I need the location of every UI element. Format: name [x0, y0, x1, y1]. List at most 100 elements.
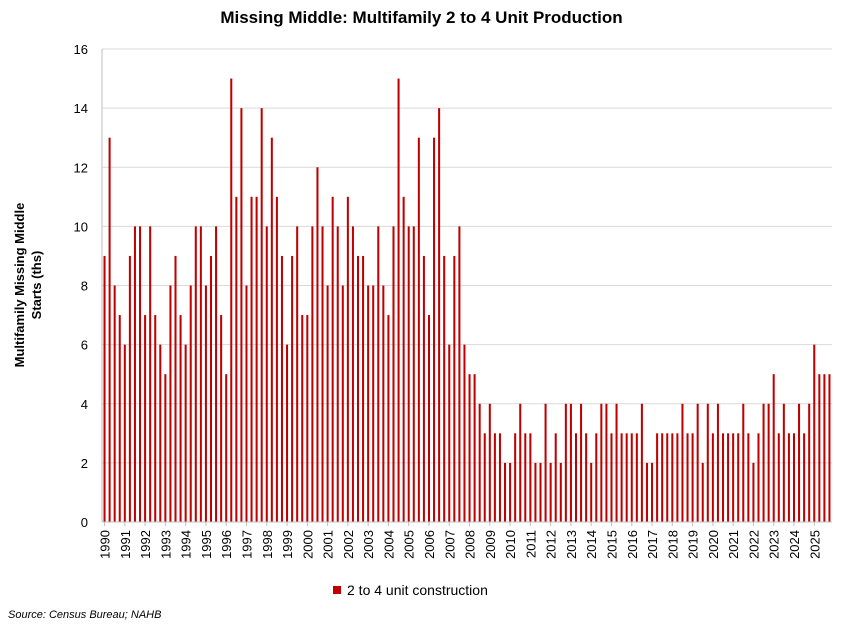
bar	[808, 403, 811, 522]
bar	[645, 462, 648, 523]
bar	[133, 226, 136, 523]
bar	[514, 433, 517, 522]
x-tick-label: 1995	[199, 530, 214, 559]
bar	[676, 433, 679, 522]
bar	[661, 433, 664, 522]
bar	[321, 226, 324, 523]
bar	[139, 226, 142, 523]
bar	[742, 403, 745, 522]
axes	[101, 49, 832, 526]
bar	[204, 285, 207, 522]
bar	[590, 462, 593, 523]
y-tick-label: 4	[81, 397, 88, 412]
bar	[762, 403, 765, 522]
bar	[463, 344, 466, 523]
bar	[620, 433, 623, 522]
y-tick-label: 10	[74, 219, 88, 234]
bar	[767, 403, 770, 522]
bar	[478, 403, 481, 522]
bar	[691, 433, 694, 522]
bar	[443, 255, 446, 522]
x-tick-label: 1994	[179, 530, 194, 559]
bar	[813, 344, 816, 523]
bar	[605, 403, 608, 522]
bar	[585, 433, 588, 522]
bar	[407, 226, 410, 523]
bar	[580, 403, 583, 522]
x-tick-label: 2016	[625, 530, 640, 559]
bar	[377, 226, 380, 523]
bar	[235, 196, 238, 522]
bar	[757, 433, 760, 522]
bar	[179, 315, 182, 522]
bar	[154, 315, 157, 522]
bar	[483, 433, 486, 522]
bar	[559, 462, 562, 523]
bar	[326, 285, 329, 522]
x-tick-label: 2018	[665, 530, 680, 559]
bar	[727, 433, 730, 522]
y-tick-label: 12	[74, 160, 88, 175]
x-tick-label: 2019	[686, 530, 701, 559]
bar	[199, 226, 202, 523]
bar	[640, 403, 643, 522]
bar	[498, 433, 501, 522]
bar	[716, 403, 719, 522]
x-tick-label: 2021	[726, 530, 741, 559]
legend: 2 to 4 unit construction	[333, 582, 488, 598]
bar	[225, 374, 228, 522]
bar	[752, 462, 755, 523]
bar	[539, 462, 542, 523]
bar	[782, 403, 785, 522]
y-tick-label: 16	[74, 42, 88, 57]
x-tick-label: 2006	[422, 530, 437, 559]
bar	[433, 137, 436, 522]
bar	[701, 462, 704, 523]
bar	[311, 226, 314, 523]
source-note: Source: Census Bureau; NAHB	[8, 609, 162, 621]
bar	[164, 374, 167, 522]
bar	[828, 374, 831, 522]
bar	[569, 403, 572, 522]
x-tick-label: 2011	[523, 530, 538, 558]
x-tick-label: 2005	[402, 530, 417, 559]
bar	[549, 462, 552, 523]
bar	[103, 255, 106, 522]
bar	[777, 433, 780, 522]
legend-swatch	[333, 586, 341, 594]
bar	[635, 433, 638, 522]
bar	[346, 196, 349, 522]
bar	[184, 344, 187, 523]
bar	[280, 255, 283, 522]
bar	[367, 285, 370, 522]
x-tick-label: 2003	[361, 530, 376, 559]
bar	[123, 344, 126, 523]
bar	[529, 433, 532, 522]
bar	[194, 226, 197, 523]
bar	[681, 403, 684, 522]
bar	[792, 433, 795, 522]
bar	[144, 315, 147, 522]
bar	[625, 433, 628, 522]
bar	[747, 433, 750, 522]
bar	[265, 226, 268, 523]
y-axis-label-line: Starts (ths)	[29, 251, 44, 320]
bar	[564, 403, 567, 522]
bar	[351, 226, 354, 523]
bar	[174, 255, 177, 522]
bar	[270, 137, 273, 522]
x-tick-label: 1998	[260, 530, 275, 559]
x-tick-label: 2000	[300, 530, 315, 559]
bar	[737, 433, 740, 522]
gridlines	[102, 48, 832, 464]
bar	[772, 374, 775, 522]
bar	[488, 403, 491, 522]
bar	[128, 255, 131, 522]
x-tick-label: 2007	[442, 530, 457, 559]
bar	[554, 433, 557, 522]
bar	[336, 226, 339, 523]
x-tick-labels: 1990 1991 1992 1993 1994 1995 1996 1997 1998 1999…	[98, 530, 823, 559]
y-tick-label: 14	[74, 101, 88, 116]
bar	[301, 315, 304, 522]
